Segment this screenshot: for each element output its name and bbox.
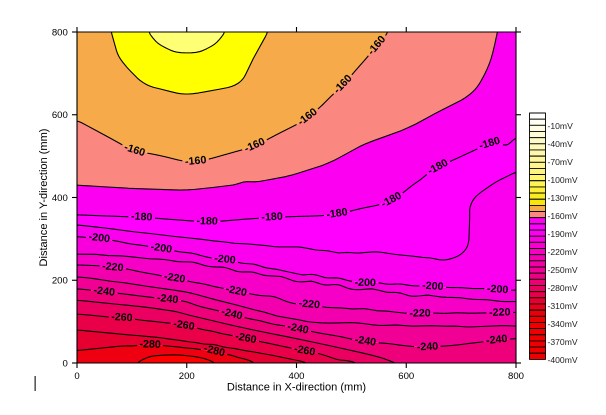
svg-text:-180: -180 xyxy=(478,135,502,153)
svg-text:-220: -220 xyxy=(225,283,248,299)
svg-text:-310mV: -310mV xyxy=(548,301,578,311)
svg-text:-10mV: -10mV xyxy=(548,121,574,131)
svg-text:-220: -220 xyxy=(102,260,124,274)
svg-text:-160: -160 xyxy=(184,154,206,168)
svg-text:-180: -180 xyxy=(196,215,218,228)
svg-text:-160: -160 xyxy=(123,141,147,159)
svg-text:-260: -260 xyxy=(234,330,257,346)
svg-text:600: 600 xyxy=(398,371,414,382)
svg-text:-240: -240 xyxy=(417,340,439,353)
svg-text:-250mV: -250mV xyxy=(548,265,578,275)
svg-text:-160mV: -160mV xyxy=(548,211,578,221)
svg-text:-220: -220 xyxy=(298,297,320,311)
svg-text:-220mV: -220mV xyxy=(548,247,578,257)
svg-text:-200: -200 xyxy=(214,253,237,267)
svg-text:-280: -280 xyxy=(203,343,227,360)
svg-text:-400mV: -400mV xyxy=(548,355,578,365)
svg-text:-240: -240 xyxy=(286,321,309,337)
svg-text:800: 800 xyxy=(52,27,68,38)
svg-text:-220: -220 xyxy=(409,307,431,319)
svg-text:0: 0 xyxy=(74,371,79,382)
svg-text:200: 200 xyxy=(52,276,68,287)
svg-text:-240: -240 xyxy=(93,284,116,298)
svg-text:-340mV: -340mV xyxy=(548,319,578,329)
svg-text:-260: -260 xyxy=(172,318,195,333)
svg-text:800: 800 xyxy=(508,371,524,382)
svg-text:-40mV: -40mV xyxy=(548,139,574,149)
svg-text:-280mV: -280mV xyxy=(548,283,578,293)
svg-text:-200: -200 xyxy=(150,241,173,256)
svg-text:-260: -260 xyxy=(293,343,316,359)
svg-text:0: 0 xyxy=(63,358,68,369)
svg-text:-180: -180 xyxy=(261,211,283,224)
svg-text:-220: -220 xyxy=(489,306,511,319)
svg-text:-200: -200 xyxy=(422,280,444,293)
svg-text:-200: -200 xyxy=(88,231,111,246)
svg-text:Distance in Y-direction (mm): Distance in Y-direction (mm) xyxy=(38,129,50,267)
svg-text:-240: -240 xyxy=(486,333,509,347)
svg-text:-280: -280 xyxy=(139,338,161,351)
svg-text:200: 200 xyxy=(179,371,195,382)
svg-text:-180: -180 xyxy=(326,206,349,221)
svg-text:-70mV: -70mV xyxy=(548,157,574,167)
svg-text:-240: -240 xyxy=(156,292,179,306)
svg-text:Distance in X-direction (mm): Distance in X-direction (mm) xyxy=(227,381,366,393)
svg-text:400: 400 xyxy=(289,371,305,382)
svg-text:-370mV: -370mV xyxy=(548,337,578,347)
svg-text:-240: -240 xyxy=(220,306,244,323)
svg-text:600: 600 xyxy=(52,110,68,121)
svg-text:-130mV: -130mV xyxy=(548,193,578,203)
svg-text:-100mV: -100mV xyxy=(548,175,578,185)
svg-text:-200: -200 xyxy=(354,277,376,289)
svg-text:-260: -260 xyxy=(111,311,133,324)
svg-text:-180: -180 xyxy=(131,211,153,224)
svg-text:-240: -240 xyxy=(354,334,377,349)
svg-text:-200: -200 xyxy=(487,283,509,296)
svg-text:-190mV: -190mV xyxy=(548,229,578,239)
svg-text:-220: -220 xyxy=(163,271,186,286)
svg-text:400: 400 xyxy=(52,193,68,204)
